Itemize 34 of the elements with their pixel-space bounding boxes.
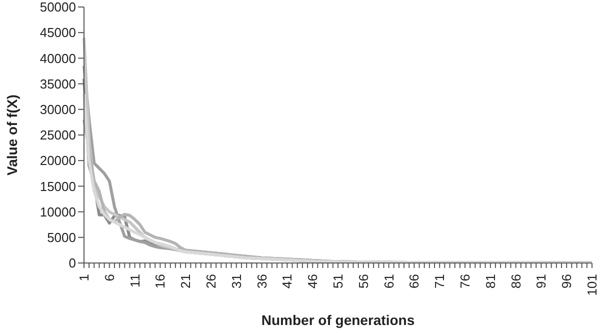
y-tick-label: 50000 — [40, 0, 76, 15]
x-tick-label: 46 — [305, 274, 320, 288]
y-tick-label: 15000 — [40, 178, 76, 194]
x-tick-label: 21 — [178, 274, 194, 288]
x-tick-label: 11 — [127, 274, 142, 288]
x-tick-label: 51 — [330, 274, 346, 288]
x-tick-label: 6 — [102, 274, 117, 282]
x-tick-label: 91 — [534, 274, 549, 288]
x-axis-title: Number of generations — [261, 312, 415, 328]
y-tick-label: 20000 — [40, 153, 76, 168]
x-tick-label: 41 — [280, 274, 295, 288]
y-tick-label: 40000 — [40, 50, 76, 66]
x-tick-label: 16 — [152, 274, 168, 288]
x-tick-label: 71 — [432, 274, 448, 288]
x-tick-label: 31 — [228, 274, 244, 288]
x-tick-label: 66 — [406, 274, 422, 288]
x-tick-label: 96 — [559, 274, 574, 288]
x-tick-label: 36 — [254, 274, 270, 288]
x-tick-label: 86 — [508, 274, 524, 288]
y-tick-label: 30000 — [40, 102, 76, 118]
y-tick-label: 45000 — [40, 25, 76, 40]
x-tick-label: 26 — [204, 274, 218, 288]
x-tick-label: 81 — [482, 274, 498, 288]
y-tick-label: 10000 — [40, 204, 76, 220]
y-tick-label: 25000 — [40, 128, 76, 143]
x-tick-label: 1 — [76, 274, 92, 282]
y-tick-label: 5000 — [47, 230, 76, 246]
x-tick-label: 101 — [584, 274, 600, 296]
x-tick-label: 61 — [381, 274, 396, 288]
y-tick-label: 35000 — [40, 76, 76, 92]
y-tick-label: 0 — [68, 256, 76, 271]
y-axis-title: Value of f(X) — [4, 94, 20, 176]
x-tick-label: 56 — [356, 274, 371, 288]
x-tick-label: 76 — [458, 274, 472, 288]
